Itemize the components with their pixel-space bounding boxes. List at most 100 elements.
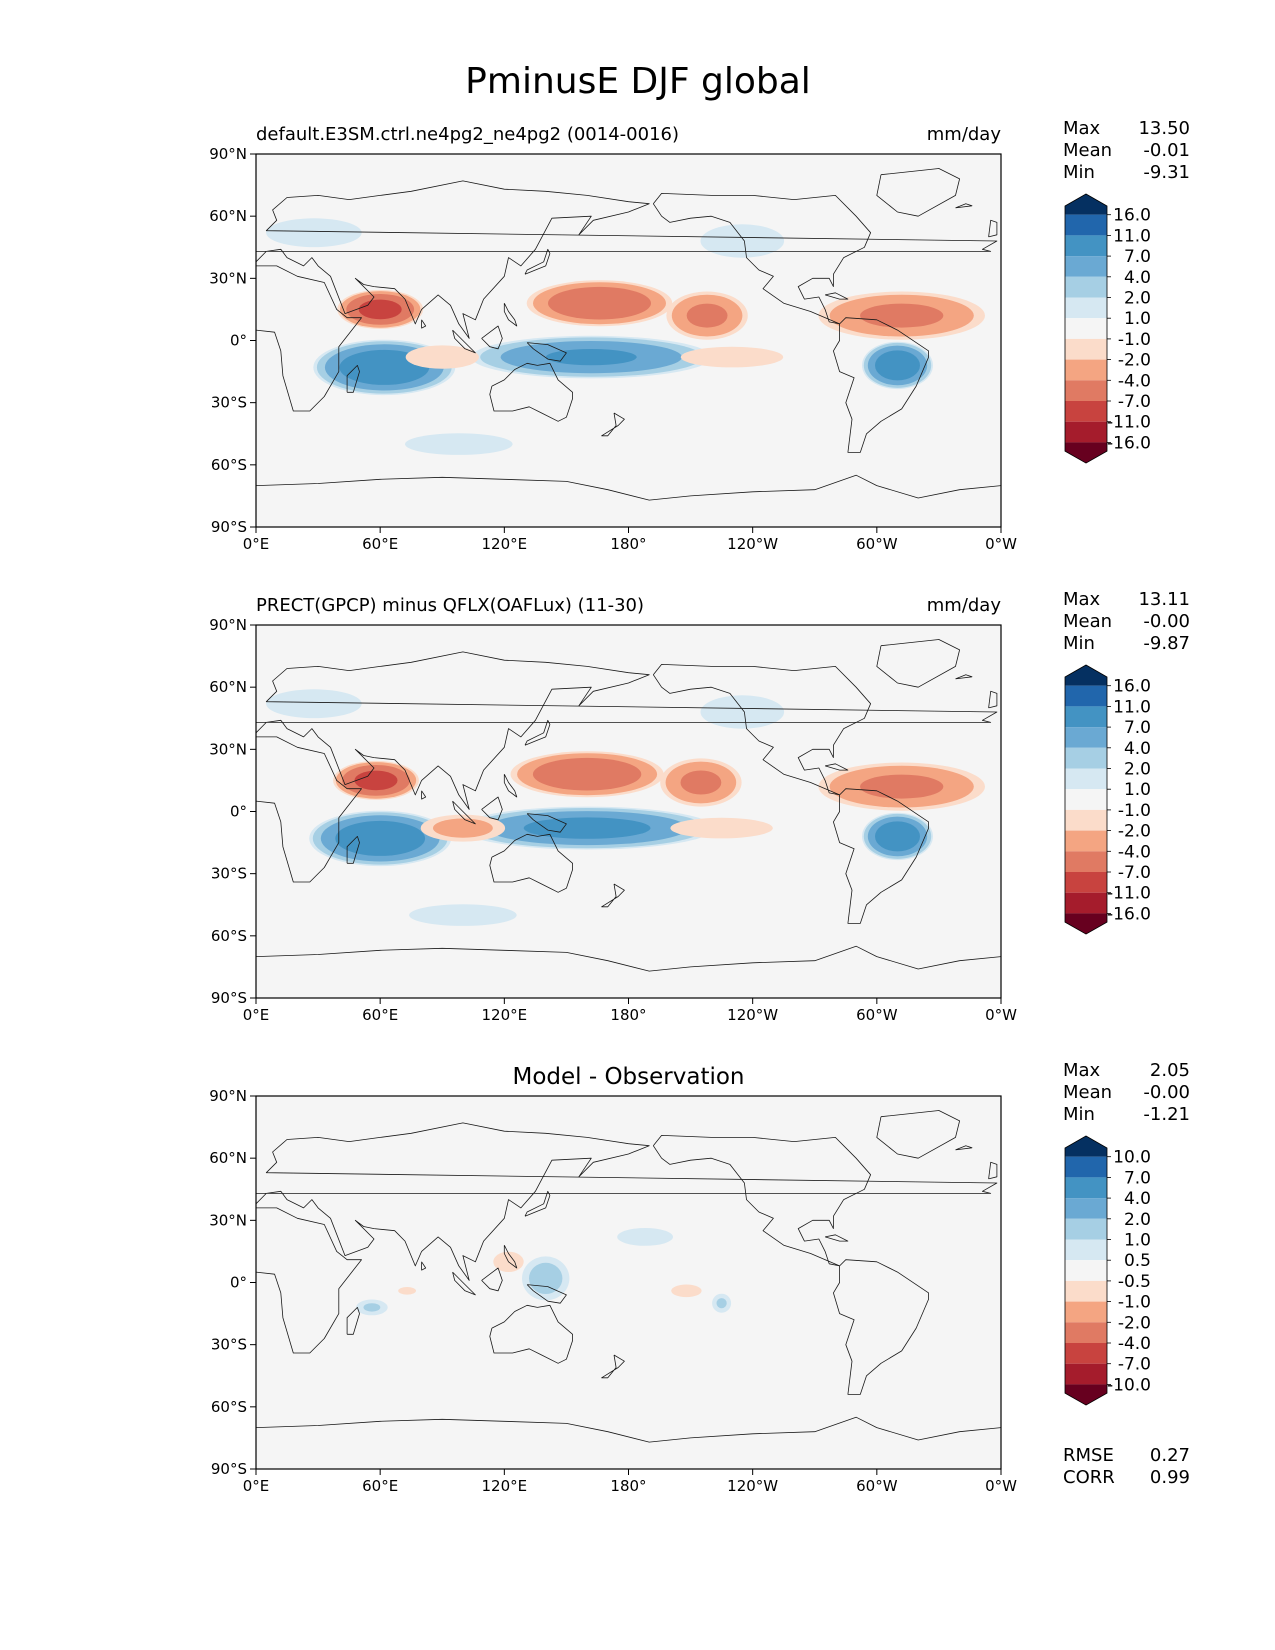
colorbar-segment: [1065, 1218, 1107, 1240]
colorbar-label: -10.0: [1107, 1375, 1151, 1395]
stat-name: Mean: [1063, 611, 1112, 632]
stat-value: 0.27: [1150, 1445, 1190, 1466]
anomaly-negative-5: [671, 1284, 702, 1298]
x-tick-label: 60°E: [362, 1006, 398, 1024]
colorbar-segment: [1065, 256, 1107, 277]
colorbar-segment: [1065, 1177, 1107, 1199]
coastline-path: [876, 639, 960, 688]
colorbar-label: -4.0: [1118, 371, 1151, 391]
x-tick-label: 120°E: [482, 1006, 528, 1024]
stat-value: -0.00: [1143, 611, 1190, 632]
x-tick-label: 120°W: [727, 1006, 778, 1024]
coastline-path: [526, 342, 567, 362]
coastline-path: [256, 1122, 998, 1281]
anomaly-positive-1: [471, 335, 712, 379]
colorbar-label: -7.0: [1118, 392, 1151, 412]
panel-units-label: mm/day: [927, 595, 1002, 616]
coastline-path: [421, 790, 427, 800]
y-tick-label: 60°S: [211, 456, 247, 474]
colorbar-segment: [1065, 421, 1107, 443]
panels-group: 0°E 60°E 120°E 180° 120°W 60°W 0°W 90°N 60°N 30°N…: [209, 118, 1190, 1495]
coastline-path: [481, 325, 503, 350]
anomaly-positive-4: [700, 224, 785, 258]
coastline-path: [526, 1284, 567, 1304]
figure-title: PminusE DJF global: [465, 61, 811, 102]
colorbar-label: -2.0: [1118, 1313, 1151, 1333]
map-background: [256, 1096, 1001, 1469]
anomaly-positive-3: [266, 218, 362, 248]
x-tick-label: 0°E: [243, 1006, 270, 1024]
colorbar-segment: [1065, 318, 1107, 339]
x-tick-label: 0°E: [243, 535, 270, 553]
colorbar-label: -2.0: [1118, 822, 1151, 842]
coastline-path: [346, 836, 360, 864]
colorbar-label: -16.0: [1107, 433, 1151, 453]
colorbar-label: 1.0: [1124, 1231, 1151, 1251]
colorbar-label: 16.0: [1113, 206, 1151, 226]
coastline-path: [601, 412, 625, 437]
coastline-path: [524, 248, 551, 275]
colorbar-segment: [1065, 727, 1107, 748]
colorbar-label: -7.0: [1118, 863, 1151, 883]
colorbar-segment: [1065, 809, 1107, 831]
coastline-path: [421, 1261, 427, 1271]
panel-units-label: mm/day: [927, 124, 1002, 145]
y-tick-label: 30°N: [209, 740, 247, 758]
x-tick-label: 60°W: [856, 535, 898, 553]
coastline-path: [452, 800, 476, 825]
panel-test: 0°E 60°E 120°E 180° 120°W 60°W 0°W 90°N 60°N 30°N…: [209, 118, 1190, 553]
stat-value: -0.00: [1143, 1082, 1190, 1103]
colorbar-label: -1.0: [1118, 801, 1151, 821]
x-tick-label: 180°: [610, 1477, 646, 1495]
stat-name: Max: [1063, 1060, 1101, 1081]
coastline-path: [876, 1110, 960, 1159]
colorbar-segment: [1065, 1363, 1107, 1385]
coastline-path: [256, 1207, 362, 1354]
x-tick-label: 0°E: [243, 1477, 270, 1495]
colorbar-label: -4.0: [1118, 1334, 1151, 1354]
colorbar-segment: [1065, 235, 1107, 257]
colorbar-segment: [1065, 276, 1107, 298]
stat-value: 0.99: [1150, 1467, 1190, 1488]
coastline-path: [256, 945, 1001, 972]
panel-ref: 0°E 60°E 120°E 180° 120°W 60°W 0°W 90°N 60°N 30°N…: [209, 589, 1190, 1024]
panel-diff: 0°E 60°E 120°E 180° 120°W 60°W 0°W 90°N 60°N 30°N…: [209, 1060, 1190, 1495]
stat-name: Max: [1063, 589, 1101, 610]
colorbar-segment: [1065, 768, 1107, 790]
coastline-path: [955, 203, 973, 209]
coastline-path: [988, 1161, 998, 1180]
anomaly-positive-0: [309, 810, 452, 867]
colorbar-label: 7.0: [1124, 718, 1151, 738]
anomaly-positive-5: [409, 904, 517, 926]
y-tick-label: 90°N: [209, 616, 247, 634]
x-tick-label: 120°W: [727, 535, 778, 553]
coastline-path: [988, 690, 998, 709]
colorbar-segment: [1065, 706, 1107, 728]
stat-value: -0.01: [1143, 140, 1190, 161]
colorbar-segment: [1065, 297, 1107, 319]
x-tick-label: 180°: [610, 535, 646, 553]
colorbar-label: -4.0: [1118, 842, 1151, 862]
colorbar-extend-min: [1065, 1384, 1107, 1406]
coastline-path: [876, 168, 960, 217]
colorbar-segment: [1065, 1343, 1107, 1364]
colorbar-label: 2.0: [1124, 289, 1151, 309]
x-tick-label: 0°W: [985, 1006, 1017, 1024]
panel-left-label: default.E3SM.ctrl.ne4pg2_ne4pg2 (0014-00…: [256, 124, 679, 145]
coastlines: [256, 168, 1001, 501]
colorbar: 16.011.07.04.02.01.0-1.0-2.0-4.0-7.0-11.…: [1064, 193, 1151, 464]
colorbar-segment: [1065, 851, 1107, 872]
stat-name: Min: [1063, 162, 1095, 183]
contour-field: [266, 218, 985, 455]
coastline-path: [524, 1190, 551, 1217]
coastline-path: [503, 774, 518, 798]
colorbar-segment: [1065, 214, 1107, 236]
colorbar-label: 2.0: [1124, 1210, 1151, 1230]
colorbar-label: 11.0: [1113, 226, 1151, 246]
anomaly-negative-6: [337, 289, 424, 329]
x-tick-label: 120°E: [482, 535, 528, 553]
coastline-path: [988, 219, 998, 238]
coastline-path: [256, 736, 362, 883]
colorbar-segment: [1065, 1260, 1107, 1281]
